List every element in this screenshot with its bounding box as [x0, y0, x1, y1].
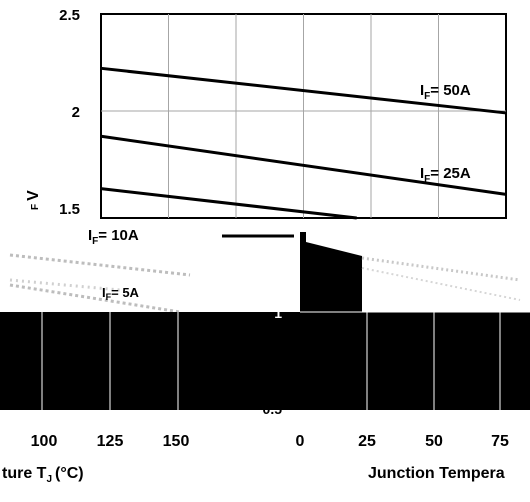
- svg-text:IF= 50A: IF= 50A: [420, 82, 471, 102]
- x-tick-label-right-0: 0: [296, 433, 305, 450]
- y-tick-label-1: 2: [72, 104, 80, 121]
- x-tick-label-right-1: 25: [358, 433, 376, 450]
- x-tick-label-right-3: 75: [491, 433, 509, 450]
- svg-text:IF= 5A: IF= 5A: [102, 285, 140, 302]
- lower-left-light-band: [0, 232, 300, 312]
- series-label-25a: IF= 25A: [420, 165, 471, 185]
- y-tick-label-0: 2.5: [59, 7, 80, 24]
- series-label-5a: IF= 5A: [102, 285, 140, 302]
- series-label-50a: IF= 50A: [420, 82, 471, 102]
- x-tick-label-left-0: 100: [31, 433, 58, 450]
- x-tick-label-left-1: 125: [97, 433, 124, 450]
- series-line-1: [100, 134, 507, 196]
- series-line-0: [100, 66, 507, 115]
- x-tick-label-right-2: 50: [425, 433, 443, 450]
- upper-gridlines: [101, 14, 506, 218]
- y-tick-label-2: 1.5: [59, 201, 80, 218]
- lower-right-gridlines: [300, 311, 530, 410]
- lower-right-dark-wedge: [306, 242, 362, 312]
- svg-text:IF= 25A: IF= 25A: [420, 165, 471, 185]
- x-axis-label-right-fragment: Junction Tempera: [368, 465, 505, 482]
- lower-right-dark-block: [300, 312, 530, 410]
- y-tick-label-3: 1: [274, 305, 282, 321]
- series-line-2: [100, 187, 357, 220]
- lower-left-gridlines: [41, 312, 179, 410]
- svg-text:IF= 10A: IF= 10A: [88, 227, 139, 247]
- series-label-10a: IF= 10A: [88, 227, 139, 247]
- x-tick-label-left-2: 150: [163, 433, 190, 450]
- y-tick-label-4: 0.5: [263, 401, 283, 417]
- x-axis-label-left-fragment: ture TJ (°C): [2, 465, 84, 485]
- y-axis-label: FV: [25, 190, 42, 210]
